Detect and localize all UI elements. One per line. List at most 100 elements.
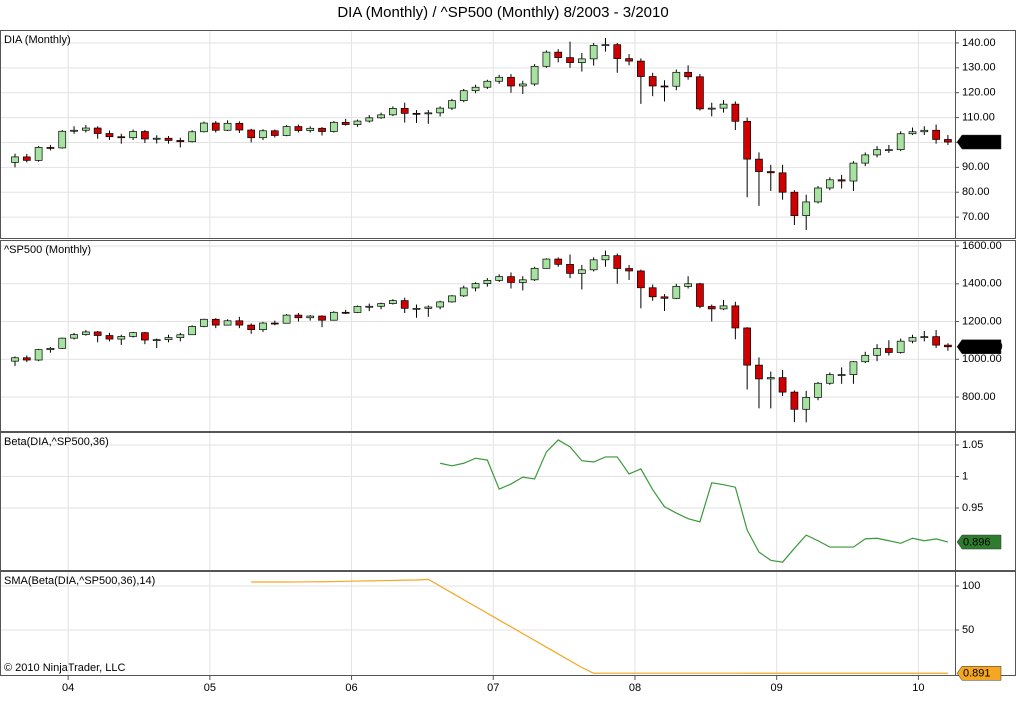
y-tick-label: 80.00 xyxy=(962,186,990,198)
candle-body xyxy=(507,76,515,87)
candle-body xyxy=(518,83,527,87)
candle-body xyxy=(389,108,397,116)
candle-body xyxy=(117,336,126,340)
y-tick-label: 1200.00 xyxy=(962,315,1002,327)
candle-body xyxy=(306,127,315,131)
candle-body xyxy=(944,139,952,143)
candle-body xyxy=(318,315,326,321)
candle-body xyxy=(672,286,681,299)
y-tick-label: 1000.00 xyxy=(962,353,1002,365)
candle-body xyxy=(920,336,929,338)
candle-body xyxy=(424,112,433,115)
candle-body xyxy=(507,276,515,283)
candle-body xyxy=(58,130,67,149)
candle-body xyxy=(873,149,881,156)
candle-body xyxy=(459,287,468,297)
candle-body xyxy=(471,283,480,289)
candle-body xyxy=(637,60,645,77)
candle-body xyxy=(448,100,456,109)
candle-body xyxy=(696,283,704,307)
candle-body xyxy=(944,344,952,348)
candle-body xyxy=(448,295,456,303)
candle-body xyxy=(566,263,574,274)
candle-body xyxy=(259,130,267,139)
candle-body xyxy=(719,305,728,310)
candle-body xyxy=(11,357,19,362)
y-tick-label: 1 xyxy=(962,470,968,482)
candle-body xyxy=(755,364,763,380)
candle-body xyxy=(885,348,893,353)
candle-body xyxy=(400,108,409,114)
chart-title: DIA (Monthly) / ^SP500 (Monthly) 8/2003 … xyxy=(337,4,668,21)
candle-body xyxy=(920,129,929,133)
candle-body xyxy=(814,382,822,398)
candle-body xyxy=(554,258,563,265)
candle-body xyxy=(70,129,78,132)
candle-body xyxy=(825,179,834,189)
last-value-label: 0.891 xyxy=(963,668,991,680)
candle-body xyxy=(932,129,940,140)
x-tick-label: 08 xyxy=(629,682,641,694)
candle-body xyxy=(672,71,681,87)
candle-body xyxy=(436,107,444,114)
panel-label: ^SP500 (Monthly) xyxy=(4,244,91,256)
candle-body xyxy=(105,335,114,340)
candle-body xyxy=(341,311,350,314)
panel-label: Beta(DIA,^SP500,36) xyxy=(4,436,109,448)
y-tick-label: 100 xyxy=(962,580,980,592)
candle-body xyxy=(471,86,480,92)
y-tick-label: 120.00 xyxy=(962,87,996,99)
candle-body xyxy=(270,322,279,325)
candle-body xyxy=(932,336,940,346)
last-value-label: 100.16 xyxy=(963,136,997,148)
candle-body xyxy=(731,305,740,329)
y-tick-label: 1.05 xyxy=(962,439,983,451)
candle-body xyxy=(353,306,362,313)
candle-body xyxy=(861,154,870,164)
x-tick-label: 04 xyxy=(62,682,74,694)
candle-body xyxy=(719,103,728,109)
candle-body xyxy=(389,300,397,304)
candle-body xyxy=(247,129,256,139)
candle-body xyxy=(129,131,137,139)
candle-body xyxy=(22,156,31,161)
candle-body xyxy=(637,270,645,289)
candle-body xyxy=(188,326,196,336)
candle-body xyxy=(282,314,291,324)
candle-body xyxy=(814,187,822,203)
y-tick-label: 800.00 xyxy=(962,391,996,403)
candle-body xyxy=(648,76,657,87)
candle-body xyxy=(648,287,657,298)
line xyxy=(439,439,949,563)
candle-body xyxy=(377,303,385,307)
candle-body xyxy=(176,334,185,338)
candle-body xyxy=(141,332,149,341)
candle-body xyxy=(542,258,551,269)
candle-body xyxy=(778,377,787,393)
y-tick-label: 130.00 xyxy=(962,62,996,74)
candle-body xyxy=(802,201,811,216)
candle-body xyxy=(589,259,598,271)
candle-body xyxy=(873,348,881,356)
candle-body xyxy=(259,322,267,330)
panel-label: SMA(Beta(DIA,^SP500,36),14) xyxy=(4,575,155,587)
panel-label: DIA (Monthly) xyxy=(4,34,71,46)
candle-body xyxy=(365,305,374,308)
y-tick-label: 1400.00 xyxy=(962,278,1002,290)
candle-body xyxy=(755,158,763,172)
candle-body xyxy=(625,58,633,62)
y-tick-label: 90.00 xyxy=(962,161,990,173)
candle-body xyxy=(896,133,905,151)
candle-body xyxy=(223,122,232,131)
candle-body xyxy=(577,58,586,63)
y-tick-label: 70.00 xyxy=(962,211,990,223)
last-value-box xyxy=(956,665,1002,681)
candle-body xyxy=(837,179,846,182)
y-tick-label: 50 xyxy=(962,624,974,636)
candle-body xyxy=(825,374,834,384)
candle-body xyxy=(176,140,185,143)
candle-body xyxy=(459,90,468,102)
candle-body xyxy=(152,339,161,342)
x-tick-label: 10 xyxy=(912,682,924,694)
